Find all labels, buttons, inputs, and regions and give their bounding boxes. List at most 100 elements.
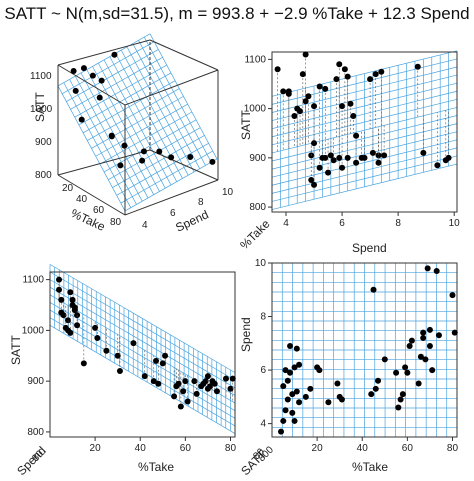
br-point [395, 404, 402, 411]
bl-band-hline [49, 317, 236, 427]
tl-point [156, 148, 163, 155]
tr-band-hline [271, 147, 458, 194]
br-point [284, 377, 291, 384]
tr-band-hline [271, 163, 458, 210]
br-frame [271, 262, 458, 438]
tr-satt-label: SATT [239, 110, 253, 140]
br-point [307, 385, 314, 392]
br-spend-label: Spend [239, 317, 253, 352]
br-xtick-label: 80 [447, 443, 459, 454]
br-ytick-label: 8 [260, 312, 266, 323]
br-point [375, 377, 382, 384]
tr-point [316, 83, 323, 90]
bl-xtick-label: 20 [90, 443, 102, 454]
tr-point [353, 159, 360, 166]
br-point [426, 326, 433, 333]
tl-box-top-edge [149, 39, 219, 71]
tl-plane-line-spend [126, 46, 195, 173]
tl-point [209, 158, 216, 165]
tr-point [280, 88, 287, 95]
bl-point [204, 373, 211, 380]
tl-plane-line-spend [103, 59, 172, 186]
tr-point [302, 98, 309, 105]
br-point [282, 367, 289, 374]
tl-plane-line-spend [86, 69, 155, 195]
bl-band-hline [49, 309, 236, 419]
tr-point [344, 73, 351, 80]
br-point [296, 399, 303, 406]
tl-point [121, 142, 128, 149]
br-point [433, 268, 440, 275]
bl-band-hline [49, 264, 236, 373]
bl-take-label: %Take [138, 460, 174, 474]
tr-band-hline [271, 155, 458, 202]
br-point [316, 367, 323, 374]
tr-point [381, 152, 388, 159]
bl-band-hline [49, 279, 236, 389]
bl-point [207, 383, 214, 390]
tr-point [350, 113, 357, 119]
tr-point [344, 154, 351, 161]
br-ytick-label: 4 [260, 419, 266, 430]
tl-point [111, 51, 118, 58]
tl-box-bottom-edge [149, 149, 219, 181]
tr-point [274, 66, 281, 73]
tr-point [339, 103, 346, 110]
bl-point [202, 378, 209, 385]
tl-point [187, 154, 194, 160]
br-point [293, 345, 300, 352]
tr-band-hline [271, 74, 458, 121]
tr-point [339, 164, 346, 171]
tr-band-hline [271, 123, 458, 170]
tr-band-hline [271, 66, 458, 113]
tr-ytick-label: 800 [249, 202, 266, 213]
tr-band-hline [271, 107, 458, 154]
bl-ytick-label: 1000 [22, 325, 45, 336]
tr-ytick-label: 1100 [244, 54, 266, 65]
tr-spend-label: Spend [352, 241, 387, 255]
br-point [289, 391, 296, 398]
bl-band-hline [49, 286, 236, 396]
tr-band-hline [271, 131, 458, 178]
tl-satt-tick-900: 900 [35, 137, 52, 148]
bl-frame [49, 271, 236, 438]
tl-point [89, 72, 96, 79]
tl-plane-line-spend [92, 66, 160, 192]
br-point [287, 369, 294, 376]
bl-point [67, 289, 74, 296]
bl-point [65, 317, 72, 324]
tr-point [445, 154, 452, 161]
br-point [334, 380, 341, 387]
br-point [280, 417, 287, 424]
tr-point [375, 159, 382, 166]
br-point [289, 409, 296, 416]
br-point [426, 342, 433, 349]
bl-point [159, 360, 166, 367]
bl-point [69, 296, 76, 303]
tl-plane-line-spend [74, 75, 143, 202]
tr-point [291, 113, 298, 119]
bl-point [56, 276, 63, 283]
bl-xtick-label: 40 [135, 443, 147, 454]
bl-point [175, 380, 182, 387]
tr-point [305, 93, 312, 100]
bl-band-hline [49, 302, 236, 412]
br-point [291, 364, 298, 371]
tr-point [361, 154, 368, 161]
br-point [397, 396, 404, 403]
br-point [278, 428, 285, 435]
tr-ytick-label: 900 [249, 153, 266, 164]
tr-point [311, 103, 318, 110]
bl-point [229, 375, 236, 382]
br-xtick-label: 40 [357, 443, 369, 454]
tr-point [311, 140, 318, 147]
tr-point [322, 154, 329, 161]
tl-spend-label: Spend [173, 207, 210, 234]
bl-point [213, 388, 220, 395]
tl-point [108, 132, 115, 139]
tl-spend-tick-6: 6 [170, 208, 176, 219]
br-point [296, 361, 303, 368]
tl-plane-line-spend [132, 43, 201, 169]
tr-point [336, 154, 343, 161]
